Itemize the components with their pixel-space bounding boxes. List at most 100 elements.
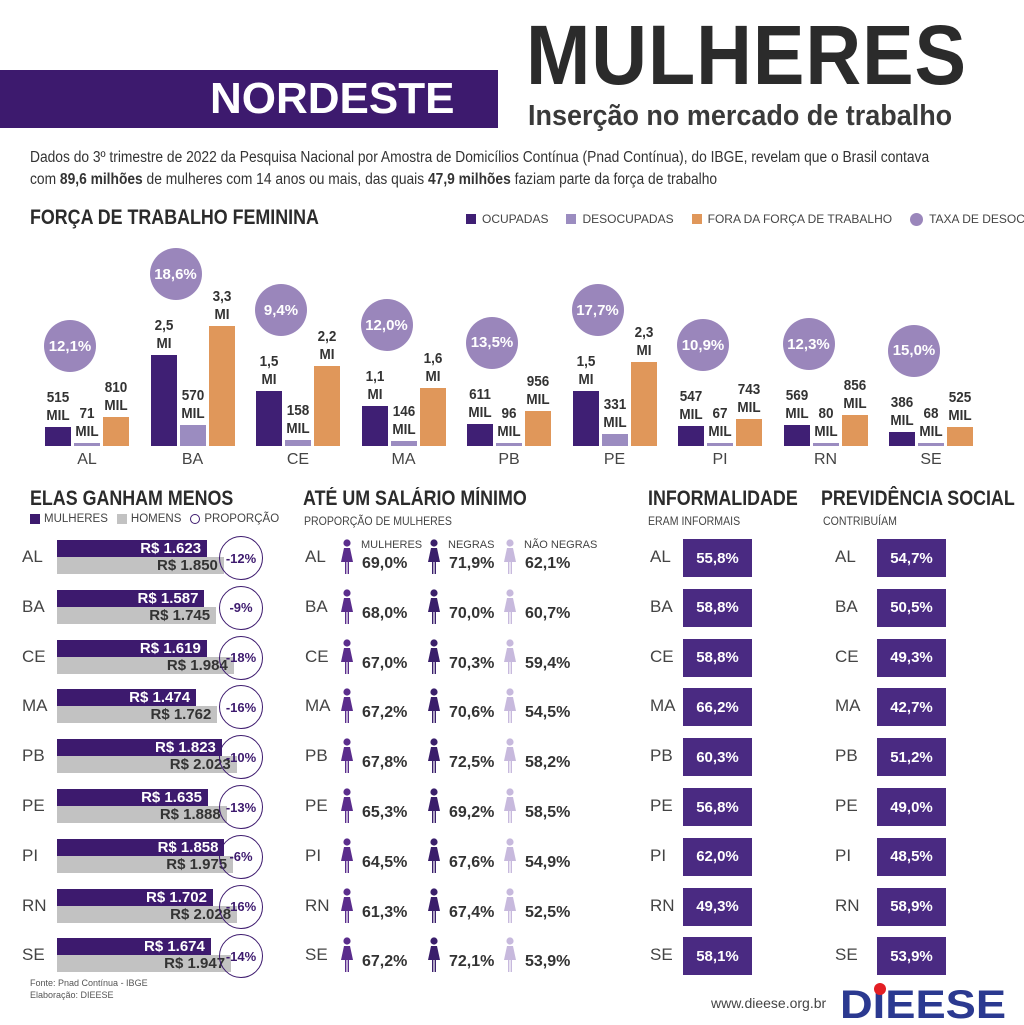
min-wage-value-PB-0: 67,8% xyxy=(362,754,408,772)
bar-ocupadas-PB xyxy=(467,423,493,446)
bar-value: 67 xyxy=(712,405,728,422)
bar-fora-AL xyxy=(103,416,129,446)
bar-unit: MIL xyxy=(784,405,809,423)
black-woman-icon xyxy=(427,688,441,724)
bar-fora-CE xyxy=(314,366,340,446)
bar-desocupadas-PE xyxy=(601,433,628,446)
bar-unit: MIL xyxy=(813,423,838,440)
bar-value: 3,3 xyxy=(212,288,231,305)
social-security-value-PE: 49,0% xyxy=(877,788,946,826)
wage-bar-women-PI: R$ 1.858 xyxy=(57,838,225,856)
intro-text-part: faziam parte da força de trabalho xyxy=(510,171,718,188)
source-text: Fonte: Pnad Contínua - IBGE xyxy=(30,978,148,988)
woman-icon xyxy=(340,539,354,575)
dieese-logo: DIEESE xyxy=(840,982,1008,1025)
non-black-woman-icon xyxy=(503,887,517,924)
wage-gap-CE: -18% xyxy=(219,635,263,680)
bar-value: 743 xyxy=(737,380,761,398)
bar-unit: MI xyxy=(261,371,277,389)
informality-state-PI: PI xyxy=(650,845,667,865)
legend-label: PROPORÇÃO xyxy=(204,513,280,525)
bar-fora-PB xyxy=(525,411,551,446)
bar-fora-SE xyxy=(947,426,973,446)
bar-label-desocupadas-SE: 68 MIL xyxy=(913,405,949,441)
bar-label-ocupadas-CE: 1,5 MI xyxy=(251,353,287,389)
woman-icon xyxy=(340,788,354,824)
bar-unit: MI xyxy=(155,335,171,353)
social-security-value-CE: 49,3% xyxy=(877,638,946,677)
bar-desocupadas-BA xyxy=(179,425,206,446)
min-wage-value-MA-1: 70,6% xyxy=(449,704,495,722)
min-wage-state-BA: BA xyxy=(305,596,328,616)
social-security-state-MA: MA xyxy=(835,696,861,716)
legend-swatch xyxy=(190,514,201,524)
min-wage-state-CE: CE xyxy=(305,646,329,666)
min-wage-value-RN-1: 67,4% xyxy=(449,903,495,921)
state-label-CE: CE xyxy=(286,451,310,468)
bar-unit: MIL xyxy=(46,407,70,425)
non-black-woman-icon xyxy=(503,937,517,973)
informality-value-CE: 58,8% xyxy=(683,638,752,677)
wage-state-AL: AL xyxy=(22,547,43,566)
page-subtitle: Inserção no mercado de trabalho xyxy=(528,100,953,132)
social-security-state-PB: PB xyxy=(835,746,858,766)
wage-bar-men-SE: R$ 1.947 xyxy=(57,955,232,973)
bar-value: 611 xyxy=(469,385,491,403)
black-woman-icon xyxy=(427,589,441,625)
bar-value: 570 xyxy=(181,387,204,405)
social-security-value-SE: 53,9% xyxy=(877,937,946,976)
wage-bar-men-MA: R$ 1.762 xyxy=(57,706,218,724)
social-security-title: PREVIDÊNCIA SOCIAL xyxy=(821,487,1015,510)
social-security-value-BA: 50,5% xyxy=(877,588,946,627)
min-wage-value-PE-1: 69,2% xyxy=(449,804,495,821)
informality-value-AL: 55,8% xyxy=(683,539,752,577)
min-wage-value-MA-2: 54,5% xyxy=(525,704,571,722)
min-wage-state-MA: MA xyxy=(305,696,331,716)
website-link[interactable]: www.dieese.org.br xyxy=(711,995,827,1011)
bar-fora-PI xyxy=(736,418,762,446)
intro-highlight: 89,6 milhões xyxy=(59,171,143,188)
unemployment-rate-RN: 12,3% xyxy=(782,318,835,371)
min-wage-value-PB-2: 58,2% xyxy=(525,754,571,772)
informality-value-MA: 66,2% xyxy=(683,688,752,727)
bar-unit: MIL xyxy=(602,413,627,431)
bar-label-fora-RN: 856 MIL xyxy=(837,377,873,413)
bar-value: 71 xyxy=(79,405,95,422)
bar-value: 96 xyxy=(501,404,517,422)
bar-ocupadas-MA xyxy=(361,406,388,446)
intro-line-1: Dados do 3º trimestre de 2022 da Pesquis… xyxy=(30,149,930,166)
bar-label-ocupadas-PB: 611 MIL xyxy=(462,386,498,422)
bar-label-desocupadas-RN: 80 MIL xyxy=(808,405,844,441)
unemployment-rate-PB: 13,5% xyxy=(466,316,518,369)
min-wage-column-header: NÃO NEGRAS xyxy=(524,539,598,551)
min-wage-value-PI-2: 54,9% xyxy=(525,853,571,871)
min-wage-value-AL-1: 71,9% xyxy=(449,555,495,572)
social-security-state-AL: AL xyxy=(835,547,856,566)
bar-unit: MIL xyxy=(890,411,914,429)
page-title: MULHERES xyxy=(526,8,968,102)
legend-swatch xyxy=(116,514,127,524)
min-wage-value-CE-1: 70,3% xyxy=(449,654,495,672)
bar-unit: MIL xyxy=(468,403,492,421)
wage-bar-men-PE: R$ 1.888 xyxy=(57,806,227,823)
state-label-AL: AL xyxy=(77,451,97,468)
bar-label-fora-CE: 2,2 MI xyxy=(309,328,345,364)
social-security-subtitle: CONTRIBUÍAM xyxy=(823,514,897,528)
min-wage-column-header: MULHERES xyxy=(361,539,423,551)
bar-label-fora-BA: 3,3 MI xyxy=(204,288,240,324)
bar-unit: MIL xyxy=(679,406,703,424)
wage-gap-MA: -16% xyxy=(219,685,263,730)
non-black-woman-icon xyxy=(503,838,517,874)
bar-unit: MIL xyxy=(104,396,128,414)
wage-bar-women-RN: R$ 1.702 xyxy=(57,888,213,906)
bar-ocupadas-AL xyxy=(45,427,71,446)
legend-desocupadas: DESOCUPADAS xyxy=(566,212,674,226)
informality-state-SE: SE xyxy=(650,945,673,965)
informality-state-CE: CE xyxy=(650,646,674,666)
non-black-woman-icon xyxy=(503,638,517,675)
black-woman-icon xyxy=(427,638,441,675)
social-security-state-PI: PI xyxy=(835,845,852,865)
bar-label-desocupadas-MA: 146 MIL xyxy=(386,403,422,439)
wage-state-PE: PE xyxy=(22,796,45,815)
bar-value: 1,6 xyxy=(423,349,442,367)
